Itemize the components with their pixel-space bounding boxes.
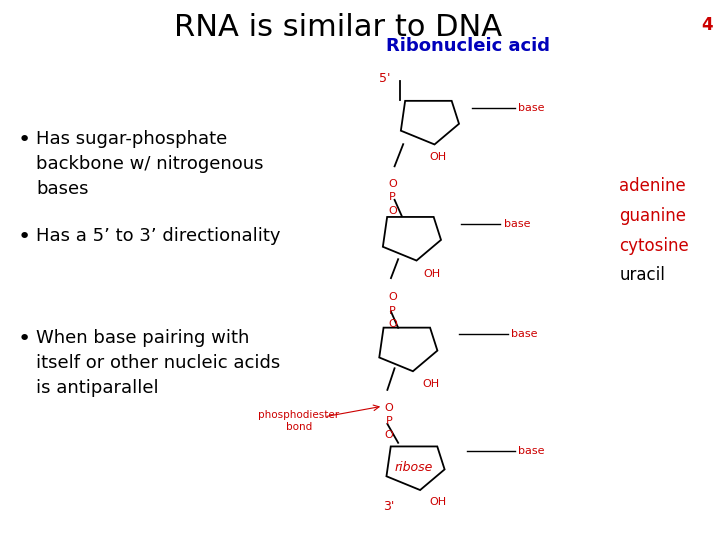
Text: OH: OH <box>429 152 446 161</box>
Text: 3': 3' <box>383 500 395 513</box>
Text: base: base <box>518 446 545 456</box>
Text: P: P <box>389 192 396 202</box>
Text: •: • <box>18 329 31 349</box>
Text: base: base <box>511 329 538 339</box>
Text: O: O <box>384 403 393 413</box>
Text: •: • <box>18 227 31 247</box>
Text: phosphodiester
bond: phosphodiester bond <box>258 410 339 433</box>
Text: P: P <box>389 306 396 315</box>
Text: O: O <box>384 430 393 440</box>
Text: OH: OH <box>422 380 439 389</box>
Text: When base pairing with
itself or other nucleic acids
is antiparallel: When base pairing with itself or other n… <box>36 329 280 397</box>
Text: RNA is similar to DNA: RNA is similar to DNA <box>174 12 503 42</box>
Text: O: O <box>388 206 397 215</box>
Text: Ribonucleic acid: Ribonucleic acid <box>386 37 550 55</box>
Text: OH: OH <box>429 497 446 507</box>
Text: O: O <box>388 179 397 188</box>
Text: cytosine: cytosine <box>619 237 689 255</box>
Text: OH: OH <box>423 269 441 279</box>
Text: 4: 4 <box>701 16 713 34</box>
Text: O: O <box>388 319 397 329</box>
Text: adenine: adenine <box>619 177 686 195</box>
Text: base: base <box>518 103 545 113</box>
Text: base: base <box>504 219 531 229</box>
Text: 5': 5' <box>379 72 391 85</box>
Text: P: P <box>385 416 392 426</box>
Text: O: O <box>388 292 397 302</box>
Text: guanine: guanine <box>619 207 686 225</box>
Text: •: • <box>18 130 31 150</box>
Text: uracil: uracil <box>619 266 665 285</box>
Text: Has a 5’ to 3’ directionality: Has a 5’ to 3’ directionality <box>36 227 281 245</box>
Text: ribose: ribose <box>395 461 433 474</box>
Text: Has sugar-phosphate
backbone w/ nitrogenous
bases: Has sugar-phosphate backbone w/ nitrogen… <box>36 130 264 198</box>
